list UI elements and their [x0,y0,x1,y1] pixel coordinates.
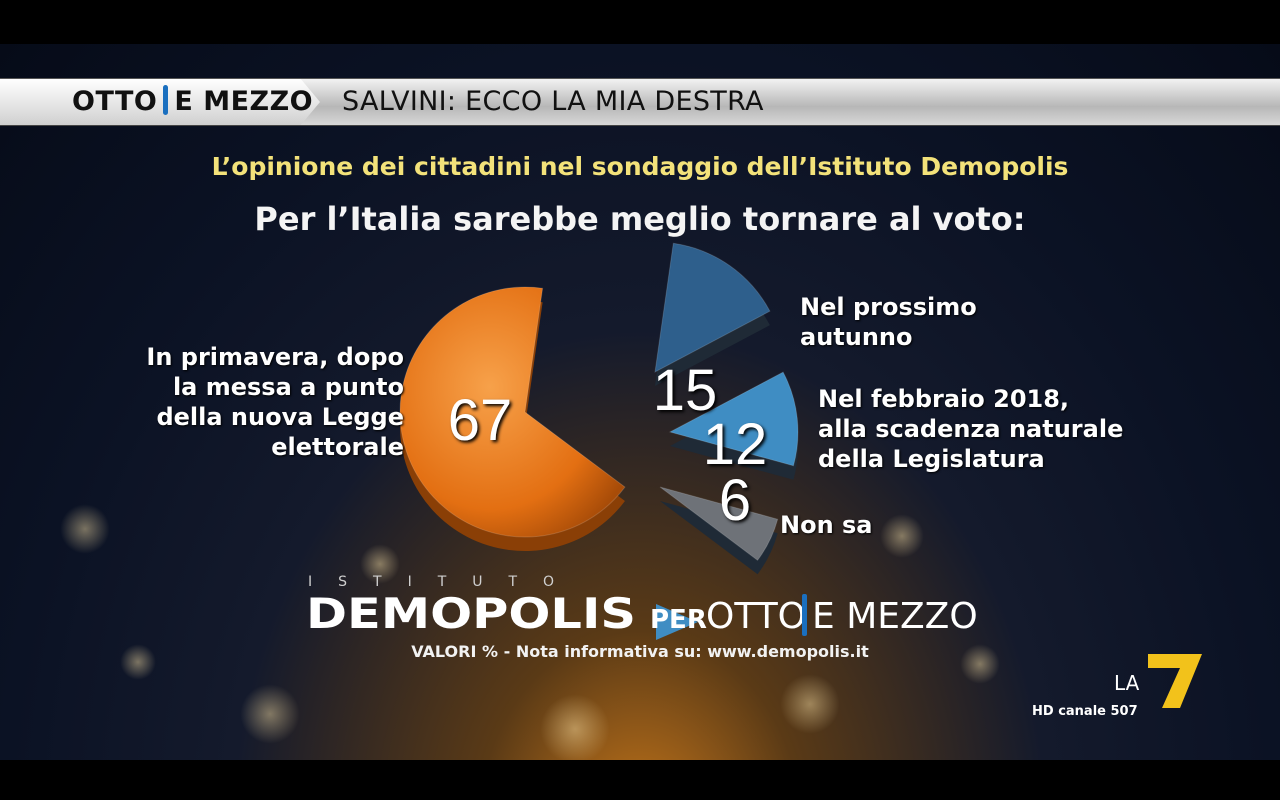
label-line: alla scadenza naturale [818,415,1124,443]
label-line: della Legislatura [818,445,1045,473]
pie-value-label: 12 [703,412,768,477]
brand-left: OTTO [72,86,158,117]
la7-seven-icon [1148,654,1202,708]
label-line: In primavera, dopo [146,343,404,371]
pie-value-label: 67 [448,388,513,453]
footer-separator [802,594,807,636]
label-line: Nel prossimo [800,293,977,321]
chart-subtitle: L’opinione dei cittadini nel sondaggio d… [211,152,1069,181]
demopolis-text: DEMOPOLIS [306,589,636,638]
brand-right: E MEZZO [174,86,314,117]
bokeh-light [540,694,610,760]
label-nonsa: Non sa [780,511,873,539]
label-line: autunno [800,323,913,351]
title-bar: OTTO E MEZZO SALVINI: ECCO LA MIA DESTRA [0,78,1280,126]
headline: SALVINI: ECCO LA MIA DESTRA [342,86,764,117]
pie-slice-depth [660,501,778,575]
label-febbraio: Nel febbraio 2018, alla scadenza natural… [818,384,1123,474]
otto-text: OTTO [706,596,806,637]
label-primavera: In primavera, dopo la messa a punto dell… [110,342,404,462]
demopolis-logo: ISTITUTO DEMOPOLIS PER OTTO E MEZZO [306,574,978,640]
pie-value-label: 15 [653,358,718,423]
label-line: della nuova Legge [156,403,404,431]
emezzo-text: E MEZZO [812,596,978,637]
program-brand: OTTO E MEZZO [0,79,320,125]
pie-slice [654,242,771,373]
chart-title: Per l’Italia sarebbe meglio tornare al v… [254,200,1026,238]
footer-note: VALORI % - Nota informativa su: www.demo… [411,642,869,661]
label-line: elettorale [271,433,404,461]
pie-slice [668,371,799,467]
pie-slices [399,242,799,575]
bokeh-light [120,644,156,680]
bokeh-light [880,514,924,558]
bokeh-light [960,644,1000,684]
bokeh-light [780,674,840,734]
la7-logo: LA 7 [1030,652,1202,708]
label-line: Nel febbraio 2018, [818,385,1070,413]
broadcast-frame: OTTO E MEZZO SALVINI: ECCO LA MIA DESTRA … [0,44,1280,760]
pie-value-label: 6 [719,468,751,533]
la7-text: LA [1114,671,1140,695]
label-line: la messa a punto [172,373,404,401]
label-autunno: Nel prossimo autunno [800,292,977,352]
bokeh-light [60,504,110,554]
istituto-text: ISTITUTO [308,574,580,590]
bokeh-light [240,684,300,744]
brand-separator [163,85,169,115]
bokeh-light [360,544,400,584]
pie-slice [659,486,779,561]
pie-slice [399,286,626,538]
arrow-icon [656,604,698,640]
la7-digit: 7 [1030,652,1031,653]
program-logo: OTTO E MEZZO [72,85,313,117]
channel-caption: HD canale 507 [1032,704,1138,719]
per-text: PER [650,605,707,635]
